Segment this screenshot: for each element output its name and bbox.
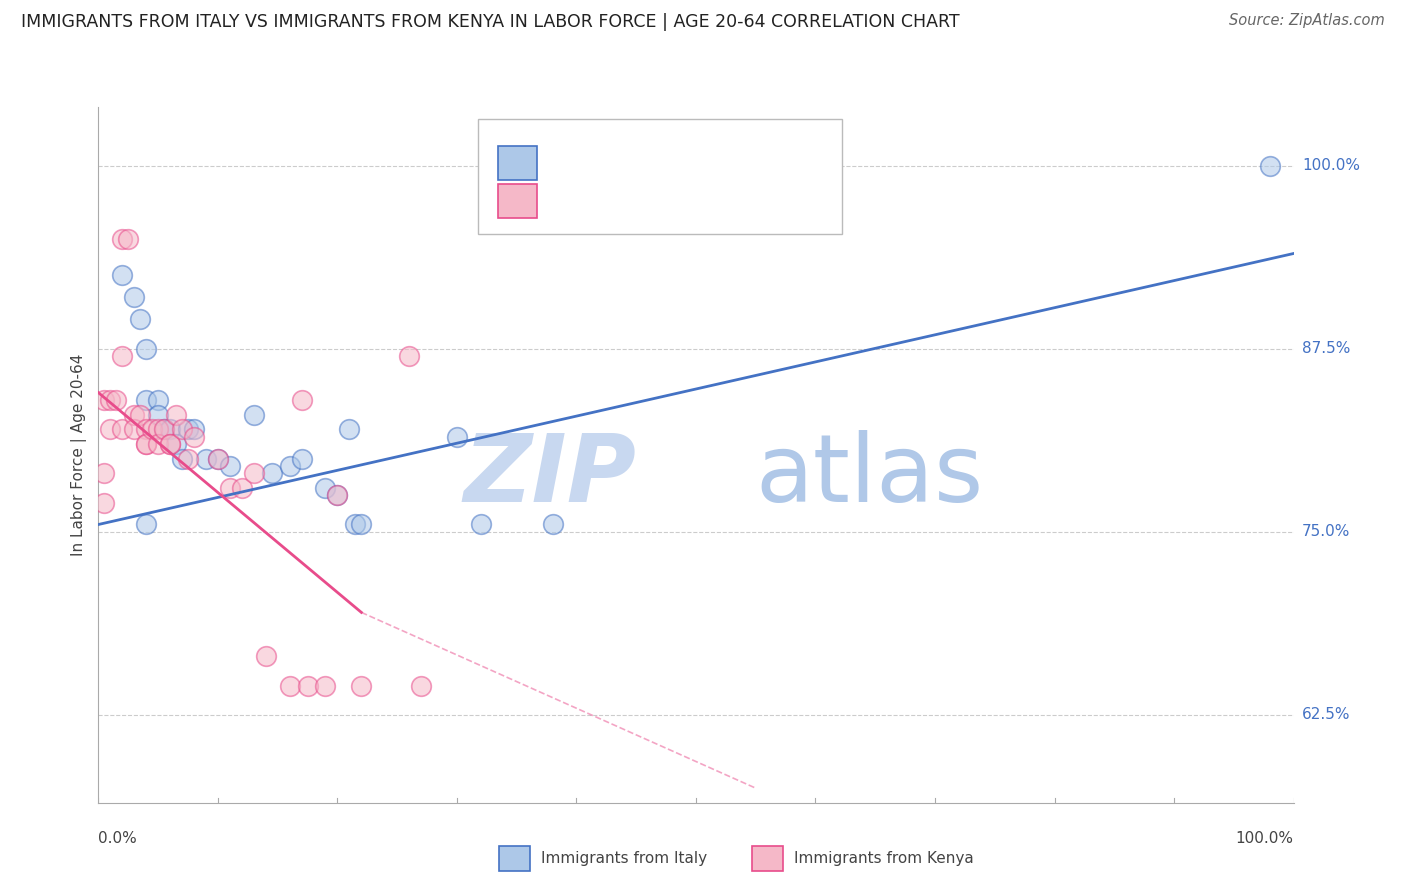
Text: Source: ZipAtlas.com: Source: ZipAtlas.com (1229, 13, 1385, 29)
Point (219, 481, 242, 495)
Text: R =: R = (548, 192, 585, 211)
Point (290, 392, 312, 407)
Point (278, 679, 301, 693)
Point (194, 451, 217, 466)
Point (172, 422, 194, 436)
Text: Immigrants from Italy: Immigrants from Italy (541, 851, 707, 865)
Text: 0.306: 0.306 (585, 154, 637, 172)
Point (183, 429, 205, 443)
Point (111, 349, 134, 363)
Point (135, 392, 157, 407)
Point (159, 437, 181, 451)
Point (326, 488, 349, 502)
Text: 100.0%: 100.0% (1302, 158, 1360, 173)
Point (326, 488, 349, 502)
Point (124, 290, 146, 304)
Point (207, 451, 229, 466)
Text: 39: 39 (686, 192, 710, 211)
Point (135, 342, 157, 356)
Point (172, 451, 194, 466)
Point (135, 517, 157, 532)
Point (219, 458, 242, 473)
Point (153, 422, 176, 436)
Point (153, 422, 176, 436)
Text: 0.0%: 0.0% (98, 830, 138, 846)
Point (93, 392, 115, 407)
Point (337, 422, 360, 436)
Text: ZIP: ZIP (464, 430, 636, 522)
Point (470, 517, 492, 532)
Point (1258, 159, 1281, 173)
Text: Immigrants from Kenya: Immigrants from Kenya (794, 851, 974, 865)
Text: -0.428: -0.428 (585, 192, 644, 211)
Point (111, 422, 134, 436)
Point (254, 649, 277, 664)
Point (231, 481, 253, 495)
Point (350, 517, 373, 532)
Text: 30: 30 (678, 154, 700, 172)
Text: 100.0%: 100.0% (1236, 830, 1294, 846)
Point (260, 467, 283, 481)
Point (93, 495, 115, 509)
Point (135, 437, 157, 451)
Point (148, 422, 170, 436)
Point (541, 517, 564, 532)
Point (207, 451, 229, 466)
Point (98, 392, 122, 407)
Text: N =: N = (650, 192, 686, 211)
Text: atlas: atlas (756, 430, 984, 522)
Point (350, 679, 373, 693)
Point (117, 232, 139, 246)
Point (177, 422, 200, 436)
Point (93, 467, 115, 481)
Point (165, 408, 187, 422)
Point (243, 408, 266, 422)
Point (243, 467, 266, 481)
Point (344, 517, 367, 532)
Text: 75.0%: 75.0% (1302, 524, 1350, 540)
Y-axis label: In Labor Force | Age 20-64: In Labor Force | Age 20-64 (72, 354, 87, 556)
Point (148, 392, 170, 407)
Point (315, 481, 337, 495)
Point (141, 422, 163, 436)
Point (148, 408, 170, 422)
Point (297, 679, 319, 693)
Point (315, 679, 337, 693)
Point (398, 349, 420, 363)
Point (129, 408, 152, 422)
Text: IMMIGRANTS FROM ITALY VS IMMIGRANTS FROM KENYA IN LABOR FORCE | AGE 20-64 CORREL: IMMIGRANTS FROM ITALY VS IMMIGRANTS FROM… (21, 13, 960, 31)
Text: N =: N = (641, 154, 678, 172)
Point (446, 429, 468, 443)
Point (148, 437, 170, 451)
Point (98, 422, 122, 436)
Point (165, 437, 187, 451)
Point (129, 312, 152, 326)
Point (290, 451, 312, 466)
Point (183, 422, 205, 436)
Text: R =: R = (548, 154, 585, 172)
Point (124, 422, 146, 436)
Point (124, 408, 146, 422)
Point (111, 268, 134, 283)
Text: 62.5%: 62.5% (1302, 707, 1350, 723)
Point (105, 392, 128, 407)
Point (278, 458, 301, 473)
Point (135, 437, 157, 451)
Text: 87.5%: 87.5% (1302, 342, 1350, 356)
Point (135, 422, 157, 436)
Point (159, 437, 181, 451)
Point (177, 451, 200, 466)
Point (111, 232, 134, 246)
Point (159, 422, 181, 436)
Point (411, 679, 433, 693)
